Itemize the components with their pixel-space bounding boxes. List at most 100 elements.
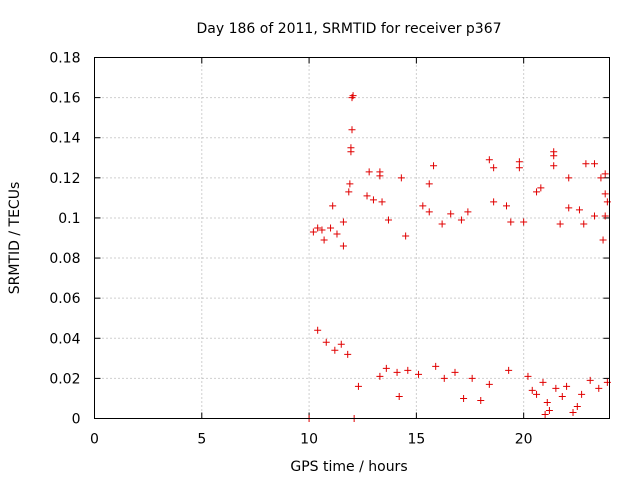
data-point: [503, 202, 510, 210]
data-point: [354, 382, 362, 390]
data-point: [565, 204, 573, 212]
data-point: [415, 370, 423, 378]
data-point: [464, 208, 472, 216]
data-point: [545, 406, 553, 414]
data-point: [505, 366, 513, 374]
data-point: [599, 236, 607, 244]
data-point: [590, 212, 598, 220]
data-point: [533, 188, 541, 196]
data-point: [402, 232, 410, 240]
y-tick-label: 0.18: [49, 51, 80, 67]
data-point: [490, 198, 498, 206]
y-tick-label: 0.1: [58, 211, 80, 227]
data-point: [363, 192, 371, 200]
data-point: [438, 220, 446, 228]
data-point: [314, 224, 322, 232]
data-point: [320, 236, 328, 244]
data-point: [485, 380, 493, 388]
data-point: [333, 230, 341, 238]
data-point: [404, 366, 412, 374]
data-point: [528, 386, 536, 394]
data-point: [451, 368, 459, 376]
data-point: [543, 398, 551, 406]
data-point: [524, 372, 532, 380]
data-point: [348, 94, 356, 102]
y-tick-label: 0.12: [49, 171, 80, 187]
data-point: [376, 168, 384, 176]
data-point: [590, 160, 598, 168]
data-point: [556, 220, 564, 228]
y-tick-label: 0.06: [49, 291, 80, 307]
y-axis-label: SRMTID / TECUs: [7, 182, 23, 295]
data-point: [597, 174, 605, 182]
data-point: [440, 374, 448, 382]
x-tick-label: 5: [197, 432, 206, 448]
data-point: [382, 364, 390, 372]
data-point: [369, 196, 377, 204]
data-point: [345, 188, 353, 196]
data-point: [507, 218, 515, 226]
data-point: [563, 382, 571, 390]
data-point: [395, 392, 403, 400]
data-point: [477, 396, 485, 404]
data-point: [573, 402, 581, 410]
data-point: [346, 180, 354, 188]
data-point: [337, 340, 345, 348]
y-tick-label: 0.16: [49, 91, 80, 107]
y-tick-label: 0.08: [49, 251, 80, 267]
data-point: [558, 392, 566, 400]
data-point: [460, 394, 468, 402]
data-point: [552, 384, 560, 392]
data-point: [569, 408, 577, 416]
data-point: [601, 170, 609, 178]
data-point: [580, 220, 588, 228]
data-point: [468, 374, 476, 382]
x-tick-label: 20: [515, 432, 533, 448]
data-point: [533, 390, 541, 398]
data-point: [582, 160, 590, 168]
data-point: [565, 174, 573, 182]
data-point: [586, 376, 594, 384]
data-point: [309, 228, 317, 236]
data-point: [376, 372, 384, 380]
data-point: [432, 362, 440, 370]
data-point: [327, 224, 335, 232]
y-tick-label: 0.04: [49, 331, 80, 347]
data-point: [515, 164, 523, 172]
data-point: [550, 162, 558, 170]
data-point: [490, 164, 498, 172]
data-point: [322, 338, 330, 346]
data-point: [541, 410, 549, 418]
data-point: [344, 350, 352, 358]
data-point: [601, 190, 609, 198]
tick-labels: 0 0.02 0.04 0.06 0.08 0.1 0.12 0.14 0.16 0.18 0 5 10…: [49, 51, 532, 448]
data-point: [331, 346, 339, 354]
chart-title: Day 186 of 2011, SRMTID for receiver p36…: [196, 21, 501, 37]
y-tick-label: 0.02: [49, 371, 80, 387]
data-point: [329, 202, 337, 210]
data-point: [520, 218, 528, 226]
y-tick-label: 0.14: [49, 131, 80, 147]
data-point: [550, 152, 558, 160]
plot-frame: [94, 57, 610, 419]
data-point: [318, 226, 326, 234]
y-tick-label: 0: [72, 412, 81, 428]
data-point: [339, 218, 347, 226]
grid-lines: [94, 57, 610, 419]
x-tick-label: 15: [407, 432, 425, 448]
data-point: [384, 216, 392, 224]
data-point: [425, 208, 433, 216]
data-point: [378, 198, 386, 206]
data-point: [578, 390, 586, 398]
x-tick-label: 0: [90, 432, 99, 448]
data-point: [537, 184, 545, 192]
data-point: [365, 168, 373, 176]
data-point: [348, 126, 356, 134]
x-tick-label: 10: [300, 432, 318, 448]
data-point: [314, 326, 322, 334]
data-point: [457, 216, 465, 224]
data-point: [595, 384, 603, 392]
data-point: [447, 210, 455, 218]
data-point: [485, 156, 493, 164]
